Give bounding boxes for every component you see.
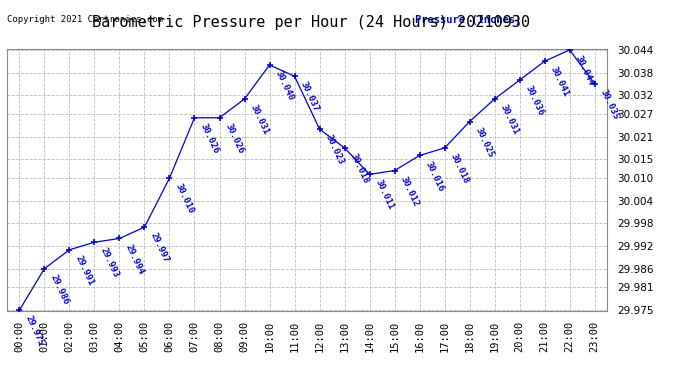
Text: 30.040: 30.040 bbox=[274, 69, 295, 102]
Text: 29.994: 29.994 bbox=[124, 243, 146, 276]
Text: Barometric Pressure per Hour (24 Hours) 20210930: Barometric Pressure per Hour (24 Hours) … bbox=[92, 15, 529, 30]
Text: 30.018: 30.018 bbox=[348, 152, 371, 185]
Text: 30.010: 30.010 bbox=[174, 182, 195, 215]
Text: 30.011: 30.011 bbox=[374, 178, 395, 212]
Text: 30.025: 30.025 bbox=[474, 126, 495, 159]
Text: 30.026: 30.026 bbox=[199, 122, 220, 155]
Text: 30.037: 30.037 bbox=[299, 81, 320, 114]
Text: 30.036: 30.036 bbox=[524, 84, 546, 117]
Text: 29.991: 29.991 bbox=[74, 254, 95, 287]
Text: 30.023: 30.023 bbox=[324, 133, 346, 166]
Text: 30.016: 30.016 bbox=[424, 160, 446, 193]
Text: 29.986: 29.986 bbox=[48, 273, 70, 306]
Text: 30.026: 30.026 bbox=[224, 122, 246, 155]
Text: 30.041: 30.041 bbox=[549, 65, 571, 98]
Text: 30.018: 30.018 bbox=[448, 152, 471, 185]
Text: 30.035: 30.035 bbox=[599, 88, 620, 121]
Text: 30.012: 30.012 bbox=[399, 175, 420, 208]
Text: 29.993: 29.993 bbox=[99, 246, 120, 279]
Text: 30.031: 30.031 bbox=[248, 103, 270, 136]
Text: Pressure (Inches): Pressure (Inches) bbox=[415, 15, 522, 25]
Text: 29.997: 29.997 bbox=[148, 231, 170, 264]
Text: 29.975: 29.975 bbox=[23, 314, 46, 347]
Text: 30.044: 30.044 bbox=[574, 54, 595, 87]
Text: 30.031: 30.031 bbox=[499, 103, 520, 136]
Text: Copyright 2021 Cartronics.com: Copyright 2021 Cartronics.com bbox=[7, 15, 163, 24]
